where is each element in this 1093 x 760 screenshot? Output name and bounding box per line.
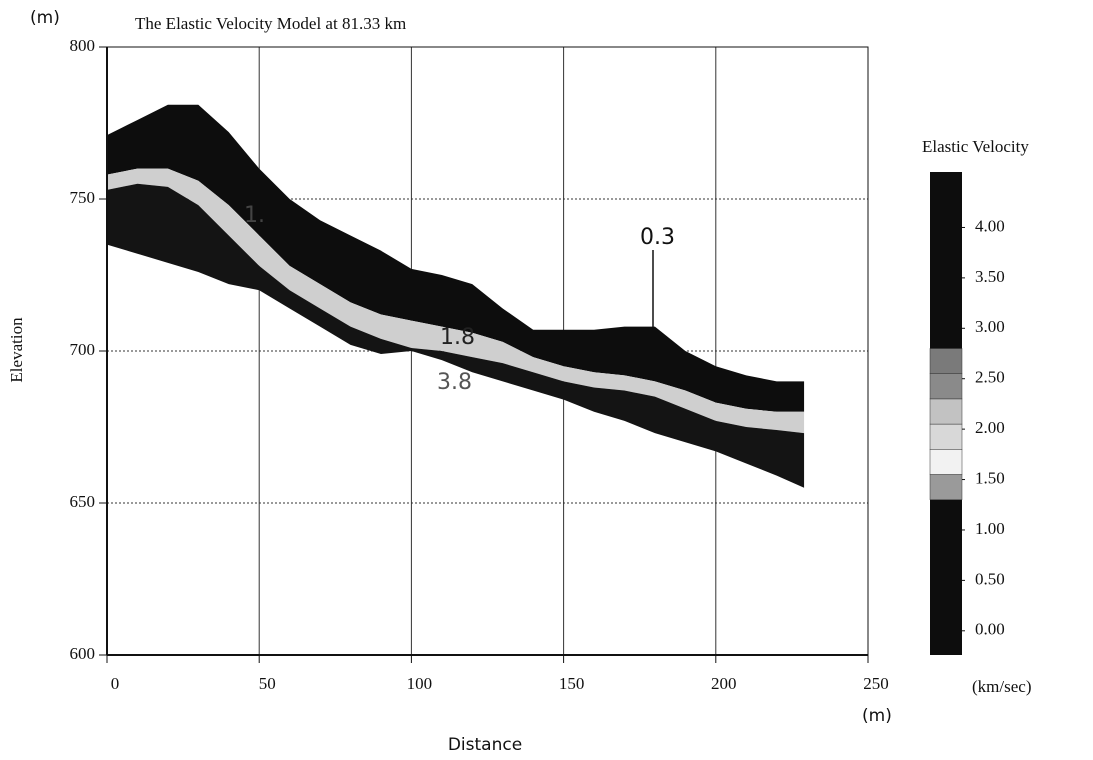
layer — [107, 104, 805, 412]
colorbar-band — [929, 373, 963, 400]
y-tick-label: 750 — [70, 188, 96, 207]
x-axis-label: Distance — [448, 735, 522, 755]
y-tick-label: 600 — [70, 644, 96, 663]
x-unit: (m) — [862, 706, 892, 726]
colorbar-tick-label: 4.00 — [975, 216, 1005, 235]
layer-label: 1.8 — [440, 325, 475, 350]
colorbar-tick-label: 1.00 — [975, 519, 1005, 538]
y-tick-label: 700 — [70, 340, 96, 359]
colorbar-title: Elastic Velocity — [922, 137, 1029, 156]
x-tick-label: 250 — [863, 674, 889, 693]
chart-title: The Elastic Velocity Model at 81.33 km — [135, 14, 406, 33]
x-tick-label: 0 — [111, 674, 120, 693]
colorbar-band — [929, 423, 963, 450]
colorbar-band — [929, 474, 963, 500]
colorbar-band — [929, 348, 963, 374]
colorbar-tick-label: 2.50 — [975, 368, 1005, 387]
y-tick-label: 800 — [70, 36, 96, 55]
layer-label: 3.8 — [437, 370, 472, 395]
colorbar-band — [930, 499, 962, 655]
colorbar-tick-label: 2.00 — [975, 418, 1005, 437]
x-tick-label: 200 — [711, 674, 737, 693]
colorbar-band — [929, 398, 963, 425]
colorbar-tick-label: 3.00 — [975, 317, 1005, 336]
colorbar-tick-label: 3.50 — [975, 267, 1005, 286]
colorbar-tick-label: 0.50 — [975, 569, 1005, 588]
y-tick-label: 650 — [70, 492, 96, 511]
layer — [107, 168, 805, 434]
annotation: 1. — [244, 203, 265, 228]
x-tick-label: 150 — [559, 674, 585, 693]
colorbar-tick-label: 0.00 — [975, 620, 1005, 639]
colorbar-unit: (km/sec) — [972, 677, 1031, 696]
colorbar-band — [929, 449, 963, 475]
colorbar-band — [930, 172, 962, 349]
layer — [107, 183, 805, 488]
x-tick-label: 50 — [259, 674, 276, 693]
colorbar-tick-label: 1.50 — [975, 468, 1005, 487]
y-axis-label: Elevation — [7, 317, 26, 383]
x-tick-label: 100 — [407, 674, 433, 693]
y-unit: (m) — [30, 8, 60, 28]
layer-label: 0.3 — [640, 225, 675, 250]
